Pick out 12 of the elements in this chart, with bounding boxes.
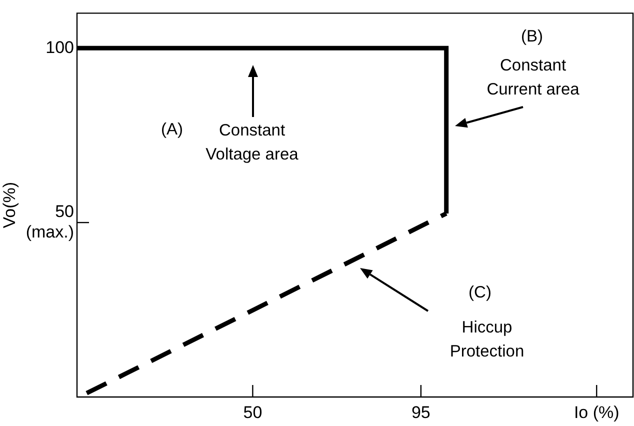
x-tick-label: 95 bbox=[411, 402, 430, 422]
x-tick-label: Io (%) bbox=[574, 402, 620, 422]
annotation: Constant Current area bbox=[486, 56, 580, 99]
y-tick-label: 50 (max.) bbox=[26, 202, 74, 242]
annotation: Constant Voltage area bbox=[206, 122, 300, 164]
x-tick-label: 50 bbox=[243, 402, 262, 422]
y-axis-title: Vo(%) bbox=[0, 182, 19, 228]
annotation: (A) bbox=[161, 120, 183, 139]
y-tick-label: 100 bbox=[46, 38, 74, 57]
annotation: Hiccup Protection bbox=[450, 318, 524, 361]
annotation: (C) bbox=[468, 284, 492, 302]
annotation: (B) bbox=[521, 28, 543, 46]
